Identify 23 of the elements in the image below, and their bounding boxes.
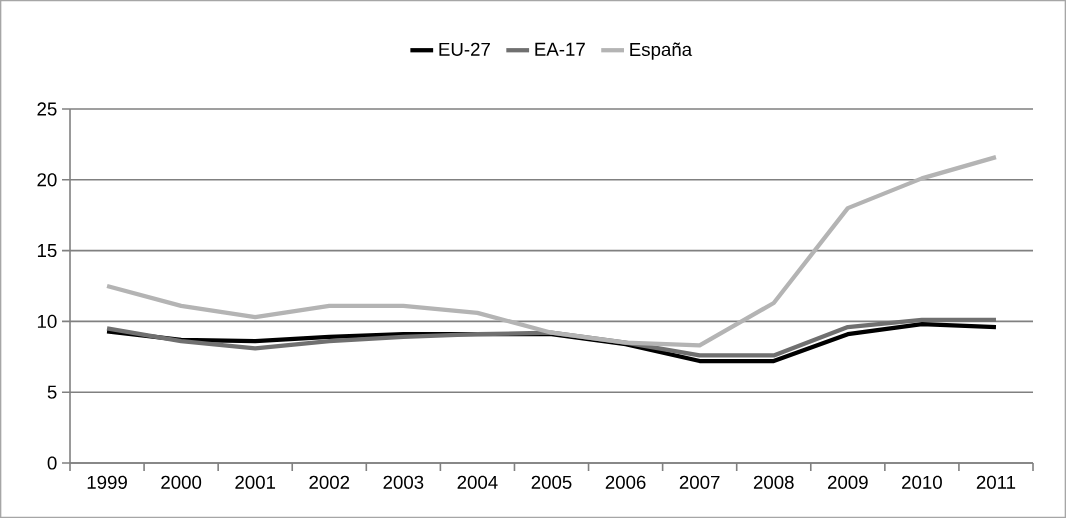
legend-label: EU-27 xyxy=(439,42,490,56)
x-tick-label: 2001 xyxy=(235,475,276,489)
x-tick-label: 2011 xyxy=(976,475,1016,489)
x-tick-label: 2002 xyxy=(309,475,350,489)
y-tick-label: 0 xyxy=(47,456,57,470)
y-tick-label: 20 xyxy=(37,173,57,187)
x-tick-label: 2009 xyxy=(827,475,868,489)
x-tick-label: 2005 xyxy=(531,475,572,489)
x-tick-label: 1999 xyxy=(87,475,127,489)
y-tick-label: 10 xyxy=(37,314,57,329)
y-tick-label: 5 xyxy=(47,385,57,399)
x-tick-label: 2000 xyxy=(161,475,202,489)
x-tick-label: 2006 xyxy=(605,475,646,489)
legend-label: España xyxy=(630,42,693,60)
x-tick-label: 2007 xyxy=(679,475,720,489)
x-tick-label: 2010 xyxy=(902,475,942,489)
x-tick-label: 2008 xyxy=(753,475,794,489)
line-series xyxy=(104,155,999,348)
x-tick-label: 2003 xyxy=(383,475,424,489)
y-tick-label: 15 xyxy=(37,244,57,258)
y-tick-label: 25 xyxy=(37,102,57,116)
x-tick-label: 2004 xyxy=(457,475,498,489)
legend-label: EA-17 xyxy=(535,42,585,56)
